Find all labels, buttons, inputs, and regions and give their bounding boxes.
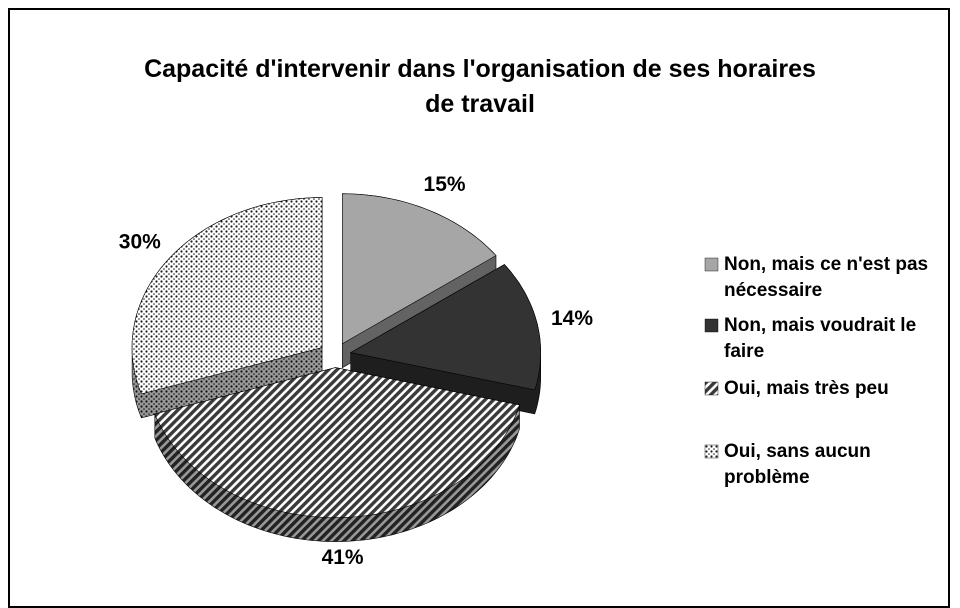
pie [131,193,541,542]
data-label: 41% [322,546,364,569]
page: 15% 14% 41% 30% Capacité d'intervenir dans … [8,8,950,608]
legend-marker [704,381,719,396]
chart-title: Capacité d'intervenir dans l'organisatio… [144,55,816,118]
legend-label: Non, mais voudrait le faire [724,315,917,362]
legend-label: Oui, sans aucun problème [724,441,871,488]
legend-label: Non, mais ce n'est pas nécessaire [724,254,929,301]
slice [131,197,323,395]
data-label: 30% [119,231,161,254]
data-label: 15% [424,173,466,196]
legend-marker [704,318,719,333]
chart: 15% 14% 41% 30% [119,173,719,569]
slice [154,367,520,518]
slice [342,193,497,345]
slice [349,264,541,391]
legend-label: Oui, mais très peu [724,378,889,399]
legend-marker [704,444,719,459]
data-label: 14% [551,307,593,330]
legend-marker [704,257,719,272]
